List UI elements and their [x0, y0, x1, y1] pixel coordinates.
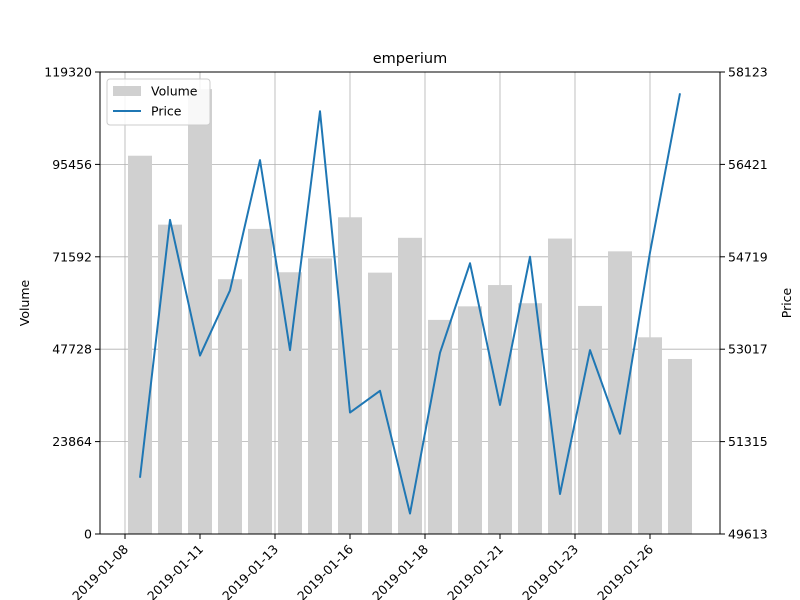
volume-bar	[488, 285, 512, 534]
volume-bar	[368, 272, 392, 534]
volume-bar	[308, 258, 332, 534]
price-line-layer	[139, 93, 681, 515]
price-line	[139, 93, 681, 515]
volume-bar	[158, 224, 182, 535]
volume-bar	[608, 251, 632, 534]
volume-bar	[638, 337, 662, 534]
left-y-tick-label: 23864	[52, 434, 92, 449]
right-y-tick-label: 51315	[728, 434, 768, 449]
left-y-axis: 0 23864 47728 71592 95456 119320	[44, 65, 100, 542]
right-y-tick-label: 49613	[728, 527, 768, 542]
right-y-axis: 49613 51315 53017 54719 56421 58123	[720, 65, 768, 542]
volume-bar	[398, 237, 422, 534]
volume-bar	[218, 279, 242, 534]
right-y-tick-label: 56421	[728, 157, 768, 172]
volume-bar	[278, 272, 302, 534]
volume-bar	[578, 305, 602, 534]
plot-frame	[99, 71, 721, 535]
left-y-tick-label: 47728	[52, 342, 92, 357]
right-y-tick-label: 53017	[728, 342, 768, 357]
volume-bar	[458, 306, 482, 534]
left-y-tick-label: 0	[84, 527, 92, 542]
volume-bar	[548, 238, 572, 534]
volume-bar	[188, 89, 212, 534]
right-y-tick-label: 54719	[728, 249, 768, 264]
volume-bar	[338, 217, 362, 535]
chart-title: emperium	[373, 51, 447, 67]
volume-bar	[248, 228, 272, 534]
left-y-tick-label: 119320	[44, 65, 92, 80]
legend-volume-swatch	[113, 86, 141, 96]
volume-bar	[668, 358, 692, 534]
left-y-tick-label: 71592	[52, 249, 92, 264]
volume-bar	[518, 303, 542, 534]
legend-price-label: Price	[151, 104, 182, 119]
right-y-axis-label: Price	[779, 287, 794, 318]
legend: Volume Price	[106, 78, 211, 126]
left-y-axis-label: Volume	[17, 279, 32, 326]
right-y-tick-label: 58123	[728, 65, 768, 80]
left-y-tick-label: 95456	[52, 157, 92, 172]
legend-volume-label: Volume	[151, 84, 198, 99]
